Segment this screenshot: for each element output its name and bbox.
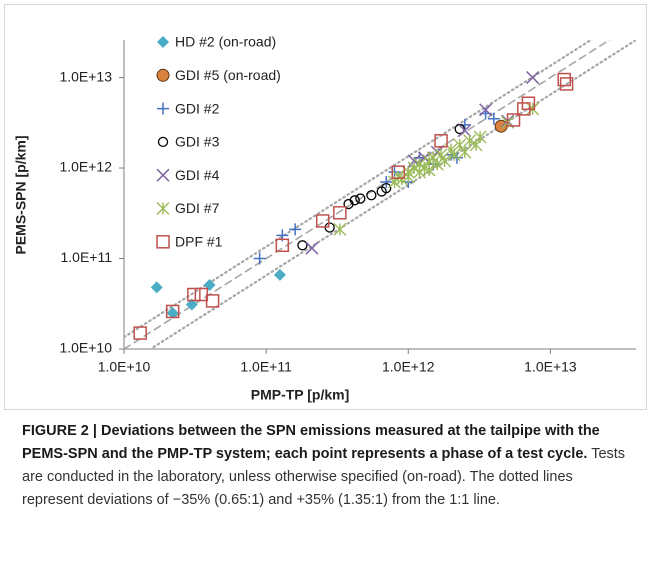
legend-label: GDI #2 xyxy=(175,100,220,116)
marker-diamond xyxy=(185,298,198,311)
marker-circle xyxy=(366,190,377,201)
series xyxy=(305,71,540,255)
marker-square xyxy=(315,214,330,228)
marker-square xyxy=(559,77,574,91)
plot-area xyxy=(124,40,636,349)
y-tick-label: 1.0E+12 xyxy=(59,159,112,175)
marker-diamond xyxy=(150,281,163,294)
y-tick-label: 1.0E+11 xyxy=(60,249,112,265)
marker-circle xyxy=(349,195,360,206)
series xyxy=(297,123,465,251)
caption-bold: FIGURE 2 | Deviations between the SPN em… xyxy=(22,423,600,462)
legend-marker xyxy=(156,235,170,249)
legend-marker xyxy=(157,102,169,115)
marker-diamond xyxy=(273,268,286,281)
marker-asterisk xyxy=(438,154,452,168)
y-axis-title: PEMS-SPN [p/km] xyxy=(13,135,29,254)
chart: PMP-TP [p/km] PEMS-SPN [p/km] 1.0E+10 1.0… xyxy=(13,34,636,403)
legend-label: GDI #5 (on-road) xyxy=(175,67,281,83)
legend-label: GDI #4 xyxy=(175,167,220,183)
marker-circle xyxy=(494,119,508,133)
marker-square xyxy=(275,238,290,253)
y-tick-label: 1.0E+13 xyxy=(59,68,112,84)
x-tick-label: 1.0E+12 xyxy=(382,359,435,375)
marker-plus xyxy=(253,252,266,265)
marker-square xyxy=(333,206,347,220)
marker-square xyxy=(205,294,220,308)
series xyxy=(333,102,540,236)
marker-x xyxy=(458,123,472,138)
marker-plus xyxy=(289,223,302,236)
marker-plus xyxy=(487,112,500,125)
marker-asterisk xyxy=(473,130,487,144)
marker-asterisk xyxy=(463,134,477,148)
marker-plus xyxy=(380,176,393,189)
marker-x xyxy=(305,241,319,255)
marker-circle xyxy=(381,182,392,194)
marker-diamond xyxy=(166,306,179,319)
marker-circle xyxy=(355,193,366,204)
legend-label: GDI #3 xyxy=(175,134,220,150)
legend-marker xyxy=(157,36,169,48)
marker-asterisk xyxy=(422,163,436,177)
marker-square xyxy=(434,134,448,148)
caption-text: Tests are conducted in the laboratory, u… xyxy=(22,446,626,508)
series xyxy=(494,119,508,133)
marker-asterisk xyxy=(407,161,421,175)
marker-asterisk xyxy=(453,138,467,152)
legend-label: GDI #7 xyxy=(175,200,220,216)
legend-marker xyxy=(156,168,170,182)
marker-square xyxy=(506,113,521,127)
legend-marker xyxy=(157,136,169,148)
marker-x xyxy=(479,103,493,117)
x-tick-label: 1.0E+13 xyxy=(524,359,577,375)
x-tick-label: 1.0E+11 xyxy=(240,359,292,375)
marker-square xyxy=(391,165,405,179)
caption: FIGURE 2 | Deviations between the SPN em… xyxy=(22,420,630,512)
marker-circle xyxy=(297,240,308,251)
marker-square xyxy=(165,304,180,319)
marker-square xyxy=(557,72,571,87)
reference-line xyxy=(148,40,636,349)
series xyxy=(150,268,286,319)
legend-label: HD #2 (on-road) xyxy=(175,34,276,50)
legend-label: DPF #1 xyxy=(175,234,223,250)
figure-frame xyxy=(4,4,647,410)
marker-square xyxy=(133,326,147,340)
marker-asterisk xyxy=(458,145,472,159)
legend-marker xyxy=(156,202,170,215)
series xyxy=(133,72,574,340)
marker-square xyxy=(187,287,201,302)
x-tick-label: 1.0E+10 xyxy=(98,359,151,375)
marker-x xyxy=(526,71,540,85)
y-tick-label: 1.0E+10 xyxy=(59,340,112,356)
legend-marker xyxy=(156,68,170,82)
marker-asterisk xyxy=(333,222,347,236)
marker-square xyxy=(521,96,536,110)
x-axis-title: PMP-TP [p/km] xyxy=(251,387,350,403)
